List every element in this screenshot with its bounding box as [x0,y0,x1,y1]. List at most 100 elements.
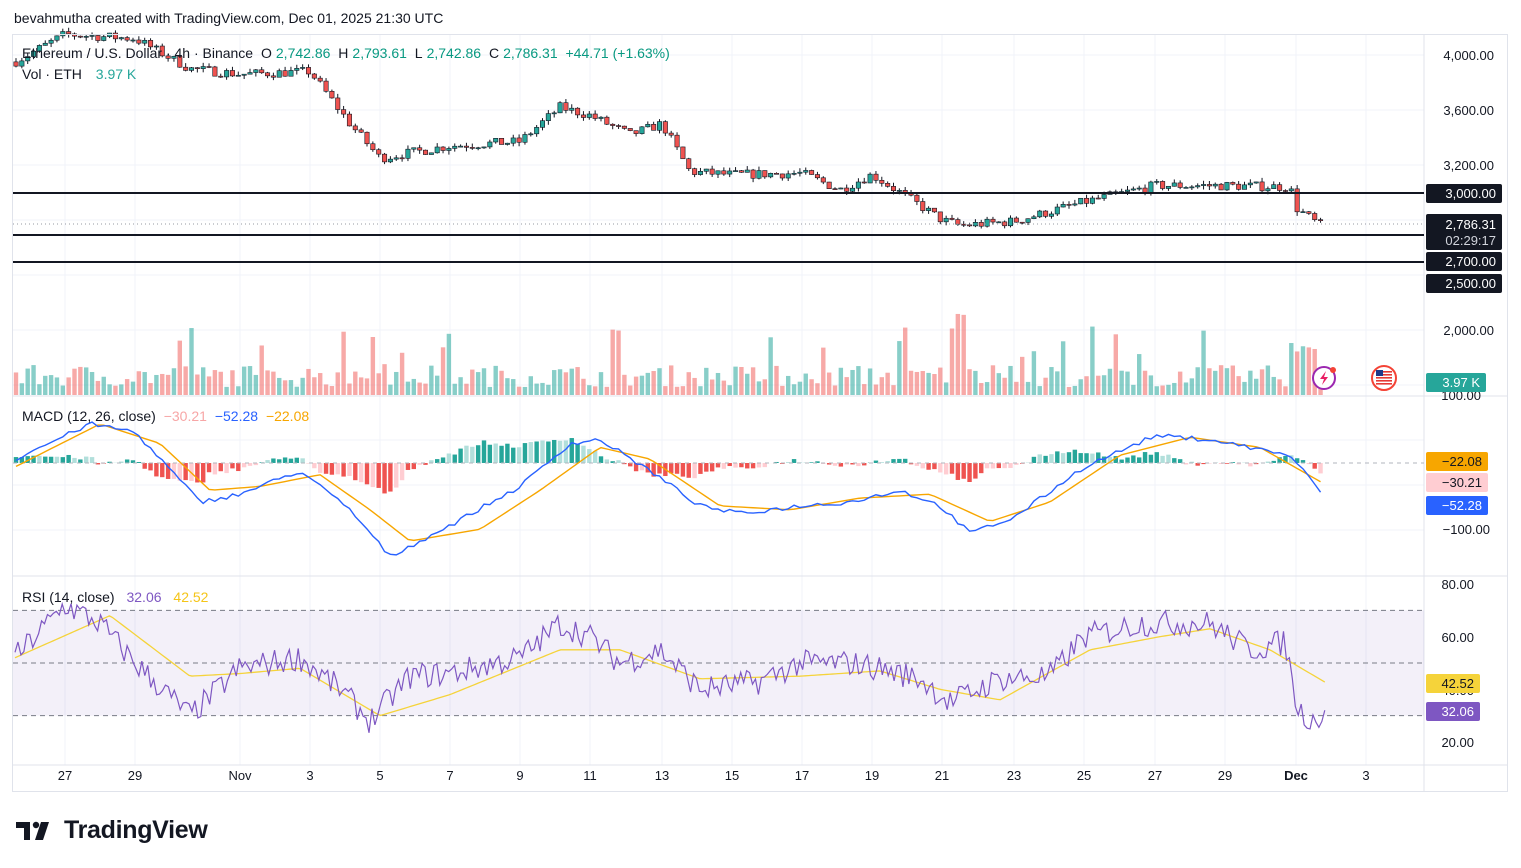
candle-body [411,147,417,150]
candle-body [112,32,118,40]
macd-histogram-bar [54,456,60,463]
candle-body [522,134,528,143]
macd-label[interactable]: MACD (12, 26, close) [22,408,156,424]
volume-bar [411,378,416,395]
macd-axis-tick: −100.00 [1443,522,1490,537]
macd-histogram-bar [1318,463,1323,474]
ohlc-low: L 2,742.86 [414,45,482,61]
volume-bar [1078,379,1083,395]
macd-histogram-bar [183,463,188,481]
time-axis-label: 23 [1007,768,1021,783]
volume-bar [1066,386,1072,395]
macd-histogram-bar [657,463,662,474]
volume-bar [60,385,65,395]
macd-histogram-bar [1084,453,1089,463]
macd-histogram-bar [1189,461,1195,463]
volume-bar [1172,382,1177,395]
candle-body [66,31,72,35]
macd-histogram-bar [955,463,961,480]
macd-histogram-bar [136,462,142,463]
macd-histogram-bar [66,454,71,463]
macd-signal-value: −22.08 [265,408,310,424]
volume-bar [446,333,452,395]
candle-body [1171,182,1177,187]
candle-body [241,73,247,76]
macd-histogram-bar [119,461,124,463]
volume-bar [727,385,732,395]
candle-body [534,127,540,135]
rsi-legend: RSI (14, close) 32.06 42.52 [22,589,212,605]
candle-body [346,113,352,127]
volume-bar [1259,369,1265,395]
candle-body [709,168,715,175]
level-tag-3000-bg [1426,184,1502,203]
rsi-ma-tag: 42.52 [1441,676,1474,691]
candle-body [253,69,259,73]
macd-histogram-bar [1113,456,1118,463]
macd-histogram-bar [692,463,697,479]
macd-histogram-bar [247,463,253,466]
candle-body [1165,185,1171,189]
macd-histogram-bar [212,463,218,475]
us-flag-canton [1376,370,1383,376]
candle-body [557,102,563,114]
tradingview-logo[interactable]: TradingView [16,816,208,845]
macd-histogram-bar [669,463,674,474]
macd-histogram-bar [1177,459,1183,463]
macd-histogram-bar [1166,454,1171,463]
price-axis-tick: 2,000.00 [1443,323,1494,338]
candle-body [288,70,294,77]
candle-body [920,201,926,211]
volume-bar [72,368,77,395]
volume-bar [43,375,48,395]
volume-bar [78,366,83,395]
time-axis-label: Dec [1284,768,1308,783]
candle-body [183,66,189,71]
macd-histogram-bar [405,463,411,470]
macd-histogram-bar [1148,454,1154,463]
macd-histogram-bar [417,463,422,465]
macd-histogram-bar [206,463,212,473]
rsi-axis-tick: 60.00 [1441,630,1474,645]
macd-legend: MACD (12, 26, close) −30.21 −52.28 −22.0… [22,408,313,424]
candle-body [335,97,341,110]
candle-body [194,67,200,69]
volume-bar [142,372,147,395]
candle-body [937,211,943,223]
volume-bar [1107,368,1113,395]
macd-histogram-bar [1002,463,1007,469]
candle-body [212,66,218,77]
macd-histogram-bar [721,463,727,469]
candle-body [885,182,891,187]
macd-histogram-bar [440,457,446,463]
volume-bar [581,378,586,395]
candle-body [1054,206,1060,215]
volume-bar [282,380,288,395]
candle-body [376,149,382,155]
macd-line [15,421,1322,556]
volume-bar [815,383,820,395]
time-axis-label: Nov [228,768,252,783]
volume-bar [493,365,498,395]
macd-histogram-bar [961,463,966,479]
macd-histogram-bar [446,453,452,463]
candle-body [1177,182,1183,188]
macd-histogram-bar [189,463,194,481]
macd-histogram-bar [1277,457,1282,463]
candle-body [639,126,645,134]
volume-bar [914,371,920,395]
volume-bar [1236,376,1241,395]
candle-body [692,168,698,175]
candle-body [317,77,323,82]
volume-bar [89,371,95,395]
macd-histogram-bar [411,463,416,470]
rsi-label[interactable]: RSI (14, close) [22,589,115,605]
volume-bar [633,376,639,395]
macd-histogram-bar [370,463,376,488]
symbol-title[interactable]: Ethereum / U.S. Dollar · 4h · Binance [22,45,254,61]
candle-body [621,125,627,129]
volume-bar [932,374,937,395]
macd-histogram-bar [1236,463,1241,465]
time-axis-label: 27 [1148,768,1162,783]
